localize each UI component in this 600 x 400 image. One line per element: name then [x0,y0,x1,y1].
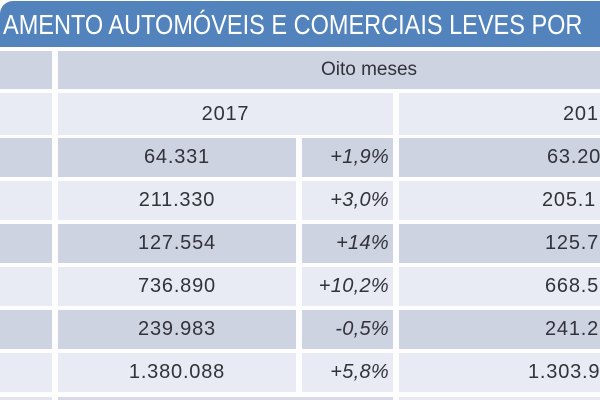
period-header-cell: Oito meses [58,51,600,89]
period-header-label: Oito meses [320,59,418,80]
cropped-row-edge [399,397,600,400]
table-row: 736.890 +10,2% 668.5 [0,267,600,306]
value-2017: 736.890 [138,275,216,297]
value-2017-cell: 1.380.088 [58,353,296,392]
value-right: 205.1 [542,189,597,211]
change-pct: +14% [336,232,389,254]
title-banner: AMENTO AUTOMÓVEIS E COMERCIAIS LEVES POR [0,1,600,47]
year-header-row: 2017 201 [0,93,600,135]
change-pct: +5,8% [330,361,389,383]
value-right: 1.303.9 [528,361,600,383]
table-row: 127.554 +14% 125.7 [0,224,600,263]
value-2017-cell: 239.983 [58,310,296,349]
year-2017-cell: 2017 [58,93,393,135]
value-right-cell: 1.303.9 [399,353,600,392]
change-pct: +10,2% [318,275,389,297]
corner-cell [0,51,52,89]
value-right-cell: 205.1 [399,181,600,220]
year-2017-label: 2017 [201,102,250,125]
value-2017: 1.380.088 [128,361,226,383]
value-right-cell: 668.5 [399,267,600,306]
cropped-row-edge [0,397,52,400]
value-right-cell: 63.20 [399,138,600,177]
value-right: 668.5 [545,275,600,297]
table-row: 211.330 +3,0% 205.1 [0,181,600,220]
change-pct-cell: +10,2% [302,267,393,306]
year-right-cell: 201 [399,93,600,135]
row-label-cell [0,353,52,392]
value-2017: 64.331 [144,146,210,168]
table-row: 1.380.088 +5,8% 1.303.9 [0,353,600,392]
cropped-row-edge [58,397,393,400]
value-2017: 211.330 [138,189,216,211]
year-right-label: 201 [563,102,599,125]
table-row: 64.331 +1,9% 63.20 [0,138,600,177]
value-right: 125.7 [545,232,600,254]
value-2017-cell: 127.554 [58,224,296,263]
change-pct-cell: +5,8% [302,353,393,392]
table-row: 239.983 -0,5% 241.2 [0,310,600,349]
value-2017-cell: 64.331 [58,138,296,177]
value-2017: 127.554 [138,232,216,254]
slide-title: AMENTO AUTOMÓVEIS E COMERCIAIS LEVES POR [3,9,583,40]
value-2017-cell: 211.330 [58,181,296,220]
row-label-cell [0,93,52,135]
value-right-cell: 125.7 [399,224,600,263]
change-pct-cell: +3,0% [302,181,393,220]
row-label-cell [0,138,52,177]
change-pct-cell: +14% [302,224,393,263]
value-right-cell: 241.2 [399,310,600,349]
row-label-cell [0,310,52,349]
value-2017-cell: 736.890 [58,267,296,306]
value-right: 63.20 [547,146,600,168]
change-pct-cell: +1,9% [302,138,393,177]
change-pct: -0,5% [335,318,389,340]
row-label-cell [0,224,52,263]
value-2017: 239.983 [138,318,216,340]
period-header-row: Oito meses [0,51,600,89]
row-label-cell [0,181,52,220]
change-pct: +1,9% [330,146,389,168]
row-label-cell [0,267,52,306]
value-right: 241.2 [545,318,600,340]
change-pct-cell: -0,5% [302,310,393,349]
change-pct: +3,0% [330,189,389,211]
